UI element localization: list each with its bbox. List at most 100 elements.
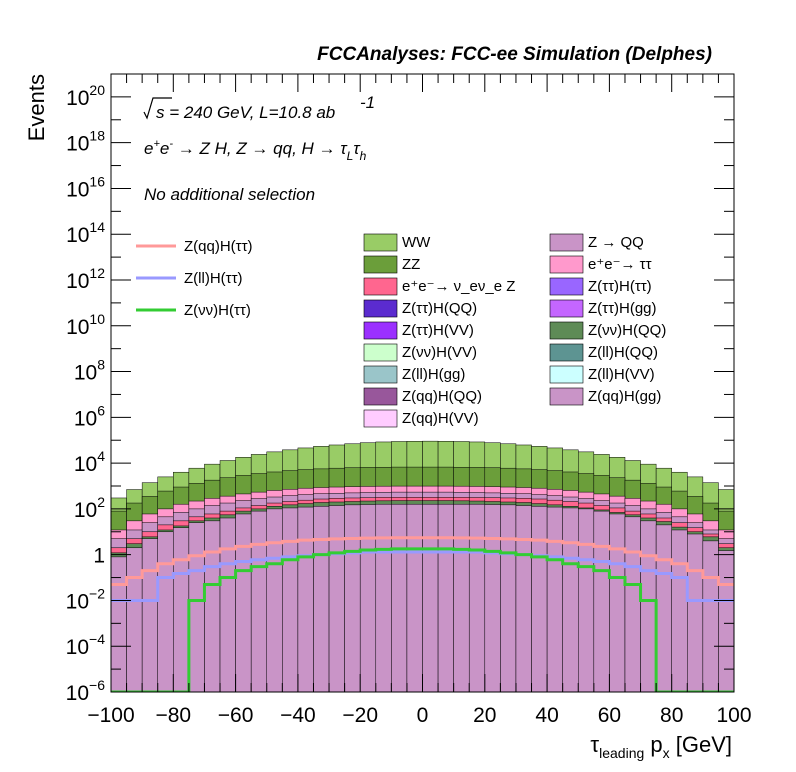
x-tick-label: 20 [473,704,496,727]
legend-entry: Z → QQ [549,233,644,252]
legend-entry: e⁺e⁻→ ν_eν_e Z [363,277,515,296]
legend-label: e⁺e⁻→ ττ [588,256,652,273]
legend-swatch [549,233,584,252]
legend-swatch [363,255,398,274]
x-tick-label: −100 [87,704,134,727]
y-tick-label: 106 [74,402,105,430]
legend-entry: Z(qq)H(VV) [363,409,479,428]
bar [188,522,205,692]
legend-label: Z(ll)H(VV) [588,366,655,383]
legend-entry: Z(ττ)H(ττ) [549,277,652,296]
legend-swatch [363,387,398,406]
x-axis-ticks: −100 −80 −60 −40 −20 0 20 40 60 80 100 [87,74,752,727]
y-tick-label: 108 [74,357,105,385]
legend-entry: Z(νν)H(VV) [363,343,477,362]
bar [500,504,517,692]
legend-entry: WW [363,233,431,252]
y-axis-ticks: 1020 1018 1016 1014 1012 1010 108 106 104 102 1 10−… [66,73,734,705]
y-tick-label: 1014 [66,219,105,247]
legend-entry: Z(νν)H(ττ) [136,302,251,319]
x-tick-label: 40 [535,704,558,727]
y-tick-label: 1010 [66,311,105,339]
legend-swatch [363,321,398,340]
legend-label: Z(ττ)H(VV) [402,322,474,339]
bar [453,503,470,692]
bar [328,505,345,692]
bar [671,529,688,692]
legend-label: Z(ττ)H(ττ) [588,278,652,295]
legend-entry: ZZ [363,255,420,274]
bar [562,507,579,692]
legend-label: ZZ [402,256,420,273]
bar [406,503,423,692]
legend-swatch [363,409,398,428]
legend-swatch [549,255,584,274]
legend-entry: Z(νν)H(QQ) [549,321,666,340]
legend-swatch [363,365,398,384]
legend-swatch [549,365,584,384]
y-tick-label: 1020 [66,82,105,110]
annotation-selection: No additional selection [144,185,315,204]
legend-entry: Z(qq)H(gg) [549,387,661,406]
bar [437,503,454,692]
legend-label: Z → QQ [588,234,644,251]
bar [718,550,734,692]
legend-entry: Z(ll)H(gg) [363,365,465,384]
stacked-histogram [111,440,734,692]
legend-label: e⁺e⁻→ ν_eν_e Z [402,278,515,295]
x-tick-label: 60 [598,704,621,727]
y-tick-label: 10−6 [66,677,106,705]
y-tick-label: 1018 [66,128,105,156]
bar [157,531,174,692]
bar [266,508,283,692]
bar [515,505,532,692]
y-tick-label: 10−2 [66,585,106,613]
bar [250,510,268,692]
legend-label: Z(ll)H(QQ) [588,344,658,361]
bar [359,504,377,692]
x-tick-label: 0 [417,704,429,727]
signal-lines [111,536,734,692]
legend-label: Z(νν)H(ττ) [184,302,251,319]
legend-entry: Z(ττ)H(gg) [549,299,657,318]
x-tick-label: 80 [660,704,683,727]
bar [593,510,610,692]
legend-label: Z(qq)H(QQ) [402,388,482,405]
legend-label: Z(νν)H(QQ) [588,322,666,339]
legend-swatch [549,343,584,362]
legend-entry: Z(ττ)H(VV) [363,321,474,340]
bar [468,503,486,692]
line-z-qq-h- [111,536,734,586]
bar [313,506,330,692]
legend-entry: Z(ll)H(VV) [549,365,655,384]
x-axis-label: τleading px [GeV] [590,732,732,761]
bar [640,520,657,692]
y-tick-label: 10−4 [66,631,106,659]
legend-label: Z(ll)H(ττ) [184,270,243,287]
chart-title: FCCAnalyses: FCC-ee Simulation (Delphes) [317,44,712,65]
legend-swatch [549,299,584,318]
bar [344,504,361,692]
legend-label: Z(qq)H(ττ) [184,238,253,255]
legend-label: Z(ll)H(gg) [402,366,465,383]
bar [624,516,641,692]
bar [609,513,626,692]
bar [375,503,392,692]
legend-swatch [549,277,584,296]
svg-text:-1: -1 [360,93,375,112]
bar [141,538,158,692]
bar [297,506,314,692]
legend-entry: Z(ll)H(QQ) [549,343,658,362]
bar [391,503,408,692]
y-axis-label: Events [24,74,49,141]
legend-label: Z(ττ)H(QQ) [402,300,477,317]
x-tick-label: −20 [342,704,378,727]
bar [126,547,143,692]
bar [219,517,236,692]
bar [422,503,439,692]
bar [282,507,299,692]
legend-entry: Z(qq)H(ττ) [136,238,253,255]
bar [687,533,704,692]
legend-swatch [549,321,584,340]
